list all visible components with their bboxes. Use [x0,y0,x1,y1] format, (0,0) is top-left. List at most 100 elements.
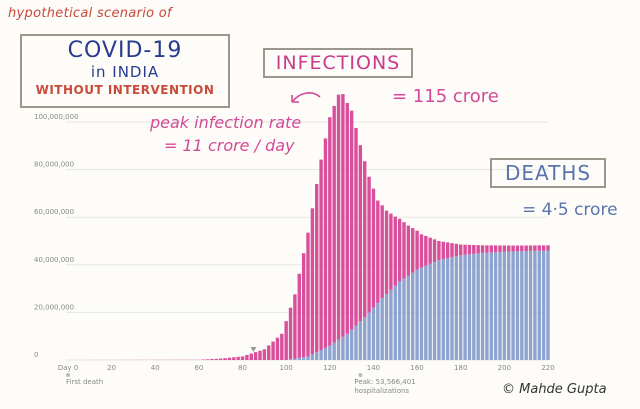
bar-deaths [546,250,550,360]
bar-infections [341,94,345,337]
bar-infections [450,243,454,258]
axis-layer: 0 20,000,000 40,000,000 60,000,000 80,000,00… [34,113,555,372]
bar-infections [533,245,537,251]
bar-deaths [533,250,537,360]
bar-infections [293,294,297,359]
bar-infections [275,337,280,360]
bar-infections [288,307,293,360]
bar-deaths [502,251,507,360]
bar-deaths [437,260,441,360]
bar-infections [411,228,415,273]
bar-infections [236,356,240,360]
bar-infections [389,213,393,290]
annotation-layer: First death Peak: 53,566,401 hospitalizati… [66,92,416,395]
bar-deaths [415,269,419,360]
bar-infections [384,210,389,294]
bar-infections [219,358,223,360]
bar-infections [459,244,463,256]
bar-infections [245,355,249,360]
bar-infections [271,341,275,360]
bar-infections [227,357,232,360]
y-tick-label: 80,000,000 [34,161,74,169]
title-main: COVID-19 [67,38,183,63]
bar-infections [240,356,245,360]
bar-infections [349,110,354,330]
bar-deaths [306,356,310,360]
bar-infections [424,236,428,266]
bar-infections [280,333,284,360]
bar-infections [328,117,332,346]
bar-deaths [428,263,432,360]
bar-infections [267,345,271,360]
title-condition: WITHOUT INTERVENTION [35,83,215,97]
x-tick-label: 140 [367,364,380,372]
x-tick-label: 80 [238,364,247,372]
bar-deaths [493,252,498,360]
bar-deaths [411,272,415,360]
bar-deaths [489,252,493,360]
bar-infections [310,208,315,355]
title-sub: in INDIA [90,63,160,81]
bar-deaths [389,289,393,360]
annotation-label: First death [66,378,103,386]
y-tick-label: 20,000,000 [34,303,74,311]
bar-deaths [463,254,467,360]
bar-deaths [498,251,502,360]
bar-infections [415,230,419,270]
bar-deaths [363,317,367,360]
x-tick-label: 200 [498,364,511,372]
bar-deaths [384,293,389,360]
bar-deaths [520,251,524,360]
bar-infections [297,273,301,358]
bar-deaths [319,350,323,360]
x-tick-label: 120 [323,364,336,372]
x-tick-label: 100 [279,364,292,372]
bar-infections [232,357,236,360]
bar-infections [406,225,411,276]
peak-arrow-icon [291,92,321,103]
bar-infections [363,161,367,318]
bar-infections [258,350,262,360]
bar-deaths [454,256,459,360]
bar-deaths [349,329,354,360]
bar-deaths [293,358,297,360]
bar-infections [520,245,524,252]
bar-infections [515,245,520,252]
bar-infections [380,205,384,299]
bar-infections [205,359,210,360]
bar-infections [397,218,402,282]
bar-infections [493,245,498,253]
bar-deaths [524,250,528,360]
bar-deaths [371,307,376,360]
bar-deaths [485,252,489,360]
bar-deaths [537,250,541,360]
annotation-dot-icon [66,373,70,377]
bar-infections [528,245,533,251]
bar-deaths [341,336,345,360]
bar-infections [541,245,546,251]
bar-deaths [367,312,371,360]
x-tick-label: 160 [410,364,423,372]
bar-deaths [419,267,424,360]
bar-infections [524,245,528,251]
bar-infections [214,358,219,360]
bar-infections [319,159,323,351]
bar-infections [210,359,214,360]
x-tick-label: 180 [454,364,467,372]
bar-infections [428,237,432,264]
bar-infections [371,188,376,308]
bar-infections [301,253,306,358]
bar-deaths [406,275,411,360]
bar-deaths [354,325,358,360]
bar-deaths [459,255,463,360]
bar-infections [336,94,341,340]
bar-deaths [380,298,384,360]
credit-signature: © Mahde Gupta [502,382,607,397]
x-tick-label: 40 [151,364,160,372]
bar-deaths [376,302,380,360]
bar-infections [511,245,515,252]
x-tick-label: 20 [107,364,116,372]
bar-deaths [336,339,341,360]
bar-deaths [507,251,511,360]
bar-infections [262,349,267,360]
